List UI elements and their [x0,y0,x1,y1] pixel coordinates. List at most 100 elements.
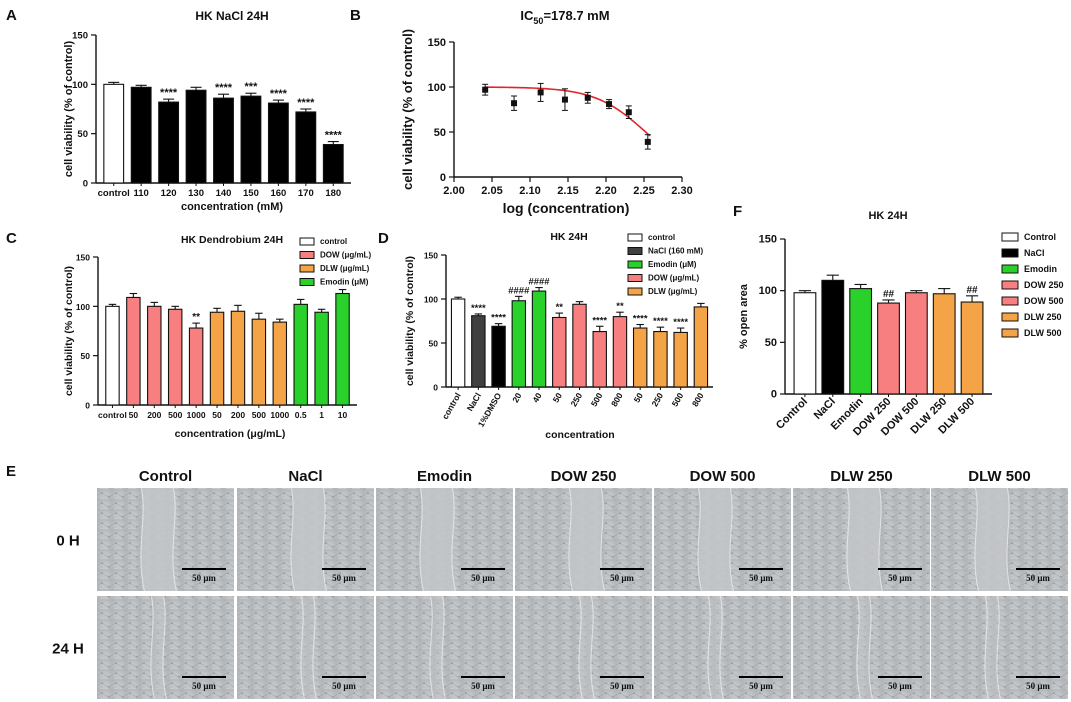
micrograph: 50 μm [654,487,791,592]
legend-label: DOW 500 [1024,296,1064,306]
scale-bar-label: 50 μm [610,573,634,583]
x-tick-label: 10 [338,410,348,420]
bar [167,308,183,406]
micrograph: 50 μm [931,595,1068,700]
legend-label: DOW (μg/mL) [320,251,371,260]
micrograph: 50 μm [237,595,374,700]
legend-swatch [299,251,315,259]
chart-title: HK Dendrobium 24H [181,234,283,246]
bar [793,292,817,395]
significance-mark: **** [215,82,233,94]
y-axis-label: cell viability (% of control) [404,256,416,386]
legend-swatch [299,237,315,246]
title-rest: =178.7 mM [543,8,609,23]
legend-swatch [299,264,315,273]
wound-gap [856,596,873,699]
y-tick-label: 50 [434,127,446,139]
significance-mark: **** [325,130,343,142]
wound-edge [162,595,167,700]
x-tick-label: control [440,391,463,421]
significance-mark: **** [270,88,288,100]
x-axis-label: log (concentration) [503,200,630,216]
column-header: Control [139,468,192,485]
fit-curve [485,86,651,137]
significance-mark: **** [160,87,178,99]
scale-bar-label: 50 μm [749,681,773,691]
y-tick-label: 150 [76,253,90,263]
legend-swatch [1001,312,1019,322]
x-axis-label: concentration [545,429,614,441]
wound-gap [697,488,734,591]
scale-bar-label: 50 μm [1026,573,1050,583]
scale-bar-label: 50 μm [471,681,495,691]
legend-swatch [1001,280,1019,290]
significance-mark: ## [883,289,895,300]
x-tick-label: 2.15 [557,185,578,197]
legend-label: DOW (μg/mL) [648,274,699,283]
wound-edge [707,595,712,700]
title-main: IC [520,8,534,23]
x-tick-label: 250 [649,391,665,409]
bar [592,331,607,388]
wound-gap [568,488,605,591]
micrograph-panel: Control NaCl Emodin DOW 250 DOW 500 DLW 250 DL… [52,468,1068,700]
bar [511,300,527,388]
y-tick-label: 150 [424,251,438,261]
x-tick-label: 250 [568,391,584,409]
x-tick-label: control [98,188,130,199]
wound-gap [974,488,1011,591]
data-point [644,138,651,145]
chart-title: HK NaCl 24H [195,9,268,23]
wound-edge [878,487,883,592]
panel-label-e: E [6,463,16,480]
wound-gap [150,596,167,699]
x-tick-label: 50 [551,391,565,404]
scale-bar-label: 50 μm [332,681,356,691]
bar [612,316,628,388]
bar [185,89,207,184]
x-tick-label: 800 [690,391,706,409]
bar [572,303,587,388]
x-tick-label: 1 [319,410,324,420]
scale-bar-label: 50 μm [888,681,912,691]
x-tick-label: 20 [510,391,524,404]
legend-swatch [299,278,315,286]
chart-f: HK 24H 0 50 100 150 % open area Control NaCl Emo… [738,210,1064,438]
column-header: NaCl [288,468,322,485]
legend-swatch [627,287,643,296]
x-tick-label: 200 [147,410,161,420]
wound-edge [419,487,424,592]
x-tick-label: 500 [589,391,605,409]
x-tick-label: NaCl [465,391,483,413]
data-point [561,96,568,103]
row-label: 0 H [56,533,79,550]
wound-edge [600,487,605,592]
x-tick-label: 2.30 [671,185,692,197]
scale-bar-label: 50 μm [192,681,216,691]
micrograph: 50 μm [97,595,234,700]
column-header: DLW 500 [968,468,1031,485]
micrograph-image [654,596,791,699]
scale-bar-label: 50 μm [888,573,912,583]
wound-edge [1006,487,1011,592]
micrograph: 50 μm [654,595,791,700]
bar [293,303,308,406]
wound-edge [984,595,989,700]
bar [322,143,344,184]
wound-edge [697,487,702,592]
y-tick-label: 100 [759,285,777,297]
micrograph: 50 μm [793,487,930,592]
scale-bar-label: 50 μm [749,573,773,583]
x-tick-label: 180 [325,188,341,199]
bar [653,331,668,388]
column-header: DLW 250 [830,468,893,485]
legend-label: NaCl (160 mM) [648,247,703,256]
data-point [584,94,591,101]
chart-title: HK 24H [550,231,587,243]
wound-edge [846,487,851,592]
significance-mark: #### [508,285,530,296]
x-tick-label: 2.20 [595,185,616,197]
significance-mark: ** [192,312,200,323]
y-tick-label: 100 [76,302,90,312]
